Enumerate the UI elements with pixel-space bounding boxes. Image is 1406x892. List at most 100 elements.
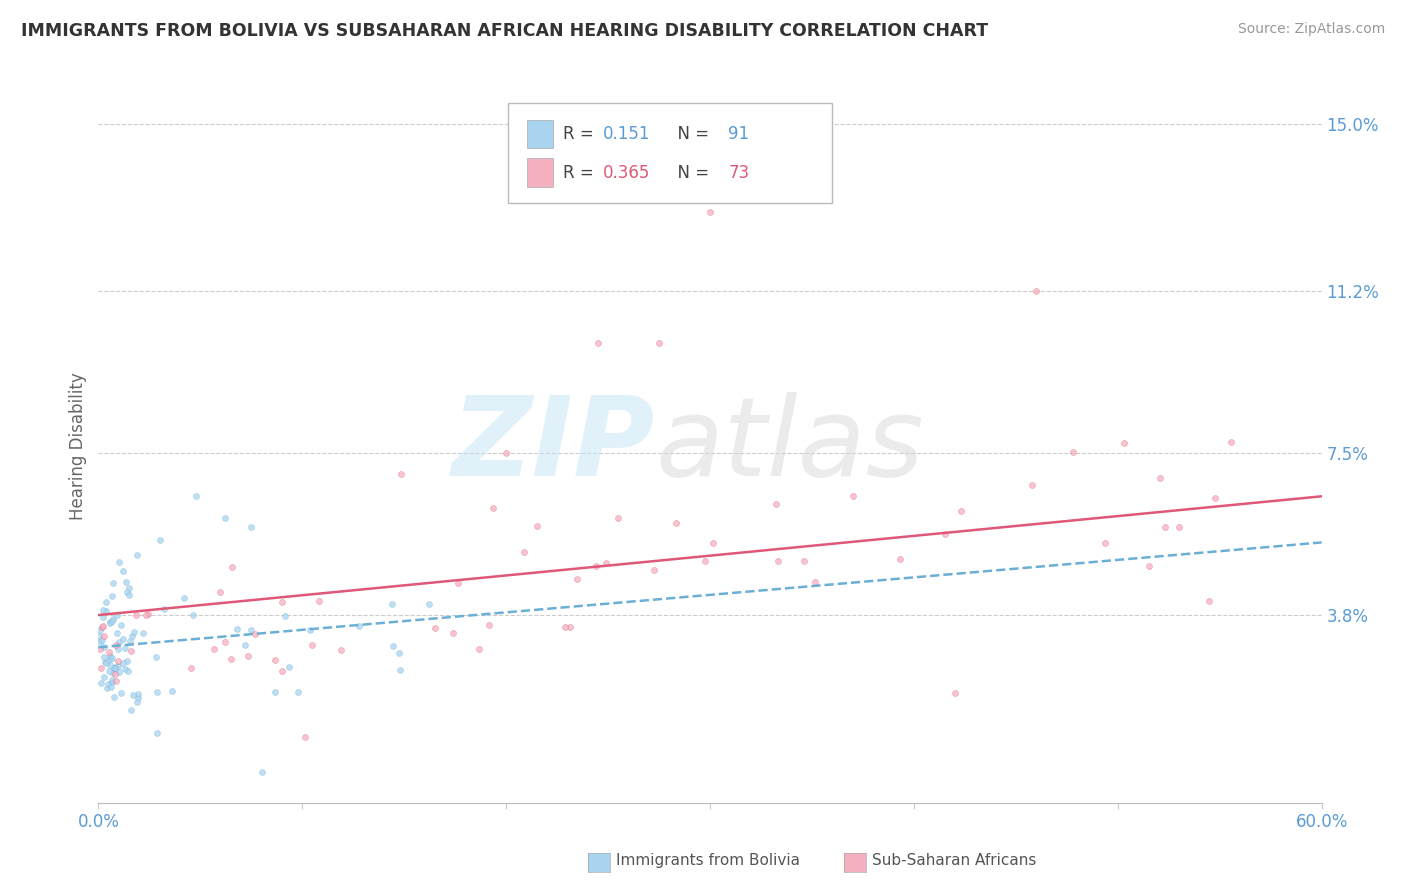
Point <box>120 644 142 658</box>
Text: 0.151: 0.151 <box>602 125 650 143</box>
Text: atlas: atlas <box>655 392 924 500</box>
Point <box>122 688 145 702</box>
Point <box>308 594 330 608</box>
Point <box>949 504 972 518</box>
Point <box>768 554 790 568</box>
Point <box>278 659 301 673</box>
Point <box>180 661 202 675</box>
Point <box>1114 435 1136 450</box>
Point <box>107 654 129 668</box>
Point <box>125 696 148 710</box>
Point <box>389 467 412 481</box>
Point <box>1154 519 1177 533</box>
Point <box>1062 445 1084 459</box>
Point <box>117 664 139 678</box>
Bar <box>527 159 554 187</box>
Text: R =: R = <box>564 125 599 143</box>
Point <box>107 658 129 673</box>
Point <box>1025 284 1047 298</box>
Point <box>263 685 285 699</box>
Point <box>554 620 576 634</box>
Point <box>103 575 125 590</box>
Text: Source: ZipAtlas.com: Source: ZipAtlas.com <box>1237 22 1385 37</box>
FancyBboxPatch shape <box>508 103 832 203</box>
Point <box>94 656 117 670</box>
Point <box>943 686 966 700</box>
Text: R =: R = <box>564 164 599 182</box>
Point <box>495 445 517 459</box>
Point <box>117 654 139 668</box>
Point <box>93 670 115 684</box>
Point <box>100 675 122 690</box>
Point <box>91 619 114 633</box>
Point <box>447 576 470 591</box>
Text: 0.365: 0.365 <box>602 164 650 182</box>
Point <box>186 489 208 503</box>
Point <box>115 585 138 599</box>
Point <box>110 618 132 632</box>
Point <box>221 559 243 574</box>
Point <box>526 519 548 533</box>
Point <box>96 595 118 609</box>
Point <box>226 623 249 637</box>
Point <box>425 621 447 635</box>
Point <box>104 673 127 688</box>
Point <box>467 641 489 656</box>
Point <box>765 497 787 511</box>
Text: 73: 73 <box>728 164 749 182</box>
Point <box>389 663 412 677</box>
Point <box>91 618 114 632</box>
Point <box>108 555 131 569</box>
Point <box>240 520 263 534</box>
Point <box>233 638 256 652</box>
Point <box>104 661 127 675</box>
Text: IMMIGRANTS FROM BOLIVIA VS SUBSAHARAN AFRICAN HEARING DISABILITY CORRELATION CHA: IMMIGRANTS FROM BOLIVIA VS SUBSAHARAN AF… <box>21 22 988 40</box>
Point <box>607 510 630 524</box>
Point <box>118 588 141 602</box>
Point <box>287 685 309 699</box>
Point <box>149 533 172 548</box>
Point <box>298 623 321 637</box>
Point <box>135 607 157 622</box>
Point <box>132 625 155 640</box>
Point <box>112 657 135 671</box>
Point <box>127 691 149 706</box>
Point <box>418 598 440 612</box>
Point <box>209 584 232 599</box>
Point <box>103 690 125 705</box>
Point <box>349 619 371 633</box>
Point <box>1149 471 1171 485</box>
Point <box>1167 520 1189 534</box>
Point <box>889 552 911 566</box>
Point <box>560 620 582 634</box>
Point <box>793 554 815 568</box>
Text: Sub-Saharan Africans: Sub-Saharan Africans <box>872 854 1036 868</box>
Point <box>330 643 353 657</box>
Point <box>301 638 323 652</box>
Point <box>702 536 724 550</box>
Point <box>93 649 115 664</box>
Point <box>101 614 124 628</box>
Point <box>121 629 143 643</box>
Point <box>90 632 112 647</box>
Point <box>122 625 145 640</box>
Point <box>643 563 665 577</box>
Point <box>127 687 149 701</box>
Point <box>94 604 117 618</box>
Point <box>90 661 112 675</box>
Point <box>121 703 143 717</box>
Point <box>97 645 120 659</box>
Point <box>93 629 115 643</box>
Point <box>271 595 294 609</box>
Point <box>219 652 242 666</box>
Point <box>101 650 124 665</box>
Point <box>240 623 263 637</box>
Point <box>841 489 863 503</box>
Point <box>98 664 121 678</box>
Point <box>98 648 121 663</box>
Point <box>512 544 534 558</box>
Point <box>93 640 115 655</box>
Point <box>104 639 127 653</box>
Point <box>146 685 169 699</box>
Point <box>118 634 141 648</box>
